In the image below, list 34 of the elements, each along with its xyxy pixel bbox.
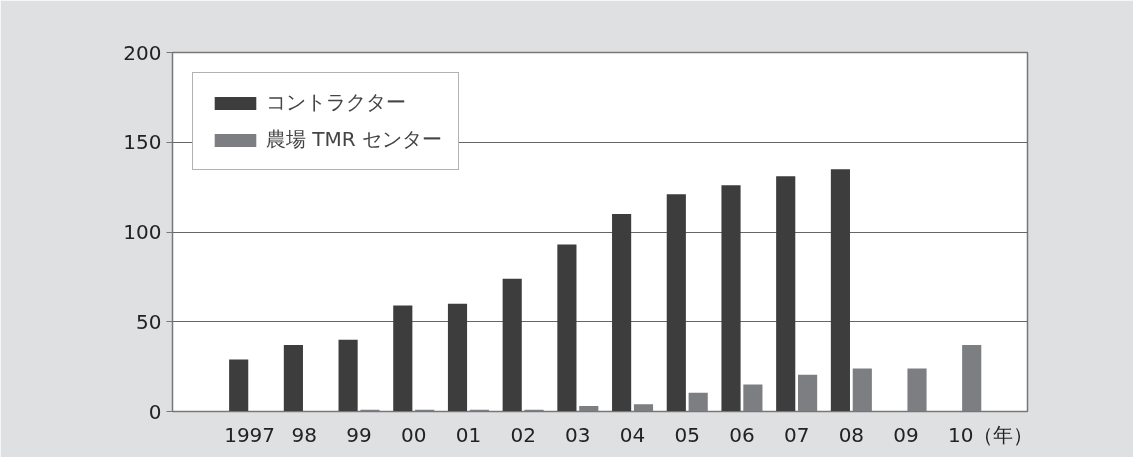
bar — [447, 303, 468, 412]
x-tick-label: 08 — [838, 422, 865, 447]
x-tick-label: 02 — [510, 422, 536, 447]
bar — [557, 244, 577, 412]
x-tick-label: 00 — [401, 422, 427, 447]
x-tick-label: 04 — [619, 422, 646, 447]
x-tick-label: 1997 — [224, 422, 276, 447]
y-tick-label: 200 — [123, 40, 162, 65]
bar — [283, 345, 303, 412]
bar — [830, 169, 850, 412]
x-tick-label: 05 — [674, 422, 700, 447]
bar — [229, 359, 249, 412]
x-tick-label: 10 — [948, 422, 974, 447]
x-tick-label: 09 — [893, 422, 919, 447]
bar — [612, 214, 632, 412]
y-tick-label: 0 — [148, 399, 162, 424]
bar — [393, 305, 413, 412]
x-tick-label: 06 — [729, 422, 755, 447]
x-tick-label: 07 — [783, 422, 810, 447]
bar — [776, 176, 796, 412]
legend-label: 農場 TMR センター — [266, 126, 443, 153]
x-tick-label: 03 — [565, 422, 591, 447]
y-tick-label: 50 — [136, 309, 162, 334]
bar — [721, 185, 741, 412]
bar — [666, 194, 686, 412]
x-tick-label: 99 — [346, 422, 372, 447]
y-tick-label: 100 — [123, 220, 162, 244]
x-tick-label: 98 — [291, 422, 318, 447]
x-tick-label: 01 — [455, 422, 482, 447]
bar — [502, 278, 522, 412]
bar — [338, 339, 358, 412]
x-axis-title: （年） — [973, 422, 1034, 447]
y-tick-label: 150 — [123, 130, 162, 155]
legend-label: コントラクター — [266, 89, 406, 116]
